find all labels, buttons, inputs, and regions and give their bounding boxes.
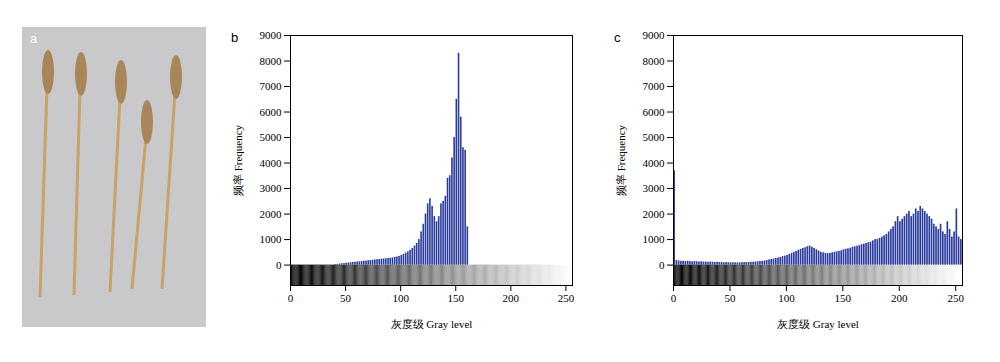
html-text:c: c xyxy=(614,30,621,45)
svg-text:9000: 9000 xyxy=(643,29,666,41)
svg-text:2000: 2000 xyxy=(643,208,666,220)
svg-text:150: 150 xyxy=(447,292,464,304)
svg-text:频率 Frequency: 频率 Frequency xyxy=(232,124,244,196)
svg-text:0: 0 xyxy=(288,292,294,304)
svg-text:50: 50 xyxy=(724,292,736,304)
svg-text:0: 0 xyxy=(659,259,665,271)
svg-text:0: 0 xyxy=(671,292,677,304)
svg-text:100: 100 xyxy=(392,292,409,304)
svg-text:5000: 5000 xyxy=(260,131,283,143)
svg-text:5000: 5000 xyxy=(643,131,666,143)
svg-text:250: 250 xyxy=(947,292,964,304)
html-text:b: b xyxy=(231,30,239,45)
svg-text:200: 200 xyxy=(891,292,908,304)
svg-text:4000: 4000 xyxy=(260,157,283,169)
svg-text:100: 100 xyxy=(778,292,795,304)
svg-text:0: 0 xyxy=(276,259,282,271)
svg-text:6000: 6000 xyxy=(260,106,283,118)
svg-text:a: a xyxy=(30,31,38,46)
svg-text:50: 50 xyxy=(340,292,352,304)
svg-text:250: 250 xyxy=(558,292,575,304)
svg-text:4000: 4000 xyxy=(643,157,666,169)
svg-text:6000: 6000 xyxy=(643,106,666,118)
svg-text:7000: 7000 xyxy=(260,80,283,92)
svg-text:3000: 3000 xyxy=(643,182,666,194)
svg-text:150: 150 xyxy=(835,292,852,304)
svg-text:9000: 9000 xyxy=(260,29,283,41)
svg-text:频率 Frequency: 频率 Frequency xyxy=(615,124,627,196)
svg-text:7000: 7000 xyxy=(643,80,666,92)
svg-text:1000: 1000 xyxy=(260,233,283,245)
svg-text:8000: 8000 xyxy=(260,55,283,67)
svg-text:8000: 8000 xyxy=(643,55,666,67)
svg-text:1000: 1000 xyxy=(643,233,666,245)
svg-text:200: 200 xyxy=(503,292,520,304)
svg-text:3000: 3000 xyxy=(260,182,283,194)
svg-text:灰度级 Gray level: 灰度级 Gray level xyxy=(777,318,859,330)
svg-text:灰度级 Gray level: 灰度级 Gray level xyxy=(391,318,473,330)
svg-text:2000: 2000 xyxy=(260,208,283,220)
